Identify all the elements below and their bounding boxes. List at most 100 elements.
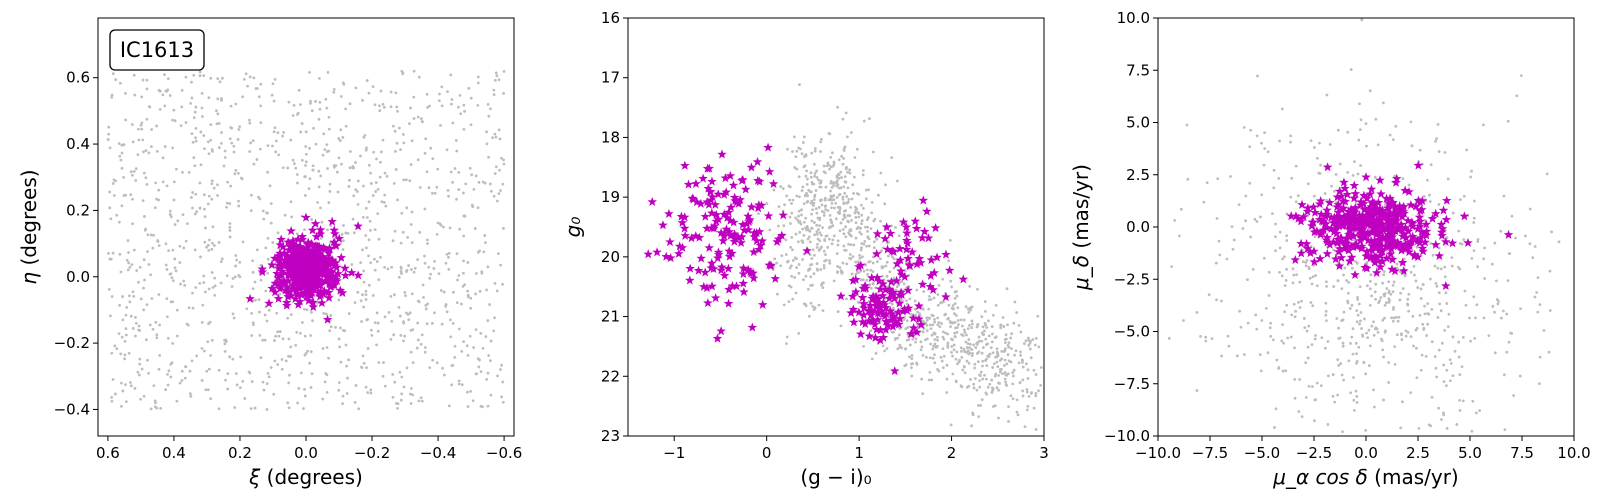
background-point [379,160,382,164]
background-point [115,213,119,217]
member-star-point [696,253,706,263]
background-point [866,273,869,276]
background-point [960,349,963,353]
x-tick-label: 1 [854,444,864,462]
background-point [1464,303,1468,307]
background-point [777,205,781,208]
background-point [836,183,840,187]
background-point [496,199,499,203]
background-point [425,170,429,174]
member-star-point [346,267,357,277]
background-point [816,268,820,272]
background-point [804,226,807,230]
background-point [155,150,159,153]
background-point [467,295,470,299]
background-point [999,370,1002,374]
member-star-point [1286,211,1296,221]
background-point [299,103,302,107]
background-point [1351,173,1355,177]
background-point [828,167,831,171]
background-point [908,297,912,301]
background-point [854,208,858,212]
background-point [300,122,304,125]
background-point [364,246,368,250]
background-point [978,385,982,389]
background-point [937,321,941,324]
background-point [853,156,857,159]
background-point [857,211,861,215]
background-point [502,158,505,162]
member-star-point [1348,230,1358,240]
background-point [879,257,882,261]
background-point [108,146,112,150]
background-point [1022,342,1026,345]
member-star-point [707,281,717,291]
background-point [1260,141,1263,145]
background-point [975,388,979,392]
background-point [168,94,172,97]
y-tick-label: 2.5 [1126,166,1150,184]
background-point [455,197,458,201]
background-point [477,180,481,184]
background-point [142,286,145,290]
background-point [418,230,422,234]
member-star-point [716,265,726,275]
background-point [318,107,322,111]
background-point [850,218,853,222]
member-star-point [1332,219,1342,229]
background-point [123,353,127,357]
background-point [1430,307,1434,311]
background-point [1337,337,1341,340]
member-star-point [717,149,727,159]
member-star-point [1343,209,1354,219]
background-point [821,226,824,230]
background-point [1325,280,1328,284]
background-point [1548,309,1552,312]
background-point [840,271,844,275]
background-point [1356,172,1360,176]
member-star-point [1359,190,1369,200]
background-point [265,408,269,411]
background-point [178,261,182,264]
background-point [803,164,807,168]
background-point [846,186,850,190]
member-star-point [1302,206,1313,216]
background-point [389,294,393,298]
background-point [1274,407,1278,411]
member-star-point [728,180,739,190]
background-point [140,95,144,99]
background-point [1392,307,1395,311]
background-point [124,91,127,95]
background-point [476,103,480,107]
member-star-point [661,251,671,261]
background-point [206,243,210,247]
background-point [813,233,817,237]
background-point [450,98,454,101]
background-point [820,203,824,207]
background-point [278,330,282,333]
background-point [1349,342,1352,345]
member-star-point [1373,197,1384,207]
background-point [1251,267,1255,271]
member-star-point [871,291,881,301]
background-point [140,121,144,125]
background-point [966,342,970,345]
member-star-point [703,183,714,193]
background-point [1462,238,1466,242]
background-point [150,128,153,131]
background-point [1039,366,1043,369]
background-point [1015,410,1019,414]
background-point [124,400,128,403]
background-point [230,285,234,288]
background-point [1409,391,1413,395]
member-star-point [680,230,690,240]
background-point [131,327,135,330]
background-point [410,292,414,296]
background-point [844,235,848,239]
background-point [827,131,831,135]
background-point [788,266,792,270]
member-star-point [687,193,698,203]
member-star-point [315,255,325,265]
background-point [238,386,242,390]
background-point [1423,312,1427,316]
